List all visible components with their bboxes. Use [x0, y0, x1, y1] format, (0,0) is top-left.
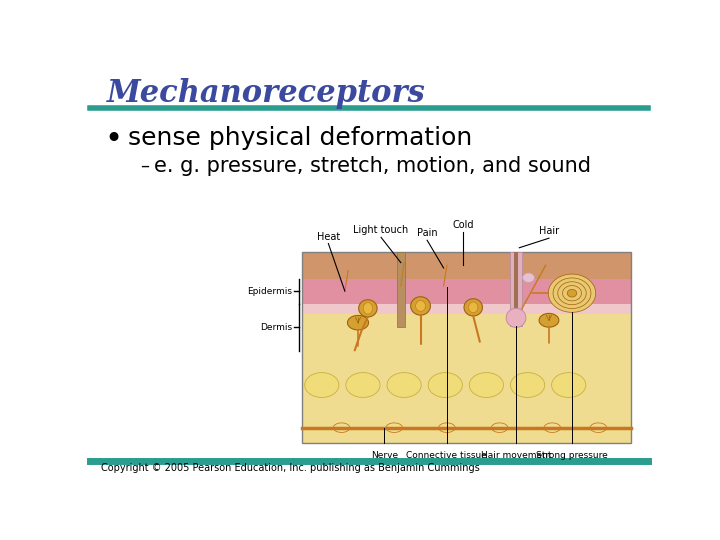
- Text: Nerve: Nerve: [371, 451, 398, 460]
- Polygon shape: [562, 286, 582, 301]
- Bar: [302, 303, 631, 352]
- Polygon shape: [305, 373, 339, 397]
- Text: Dermis: Dermis: [261, 323, 292, 332]
- Polygon shape: [549, 274, 595, 312]
- Text: Hair movement: Hair movement: [481, 451, 552, 460]
- Polygon shape: [346, 373, 380, 397]
- Polygon shape: [428, 373, 462, 397]
- Polygon shape: [469, 373, 503, 397]
- Polygon shape: [523, 273, 534, 282]
- Bar: [302, 252, 631, 279]
- Text: Connective tissue: Connective tissue: [407, 451, 487, 460]
- Text: •: •: [104, 125, 122, 154]
- Polygon shape: [348, 315, 369, 330]
- Text: –: –: [140, 156, 149, 174]
- Bar: [397, 252, 405, 327]
- Text: sense physical deformation: sense physical deformation: [128, 126, 472, 150]
- Polygon shape: [415, 301, 426, 311]
- Text: Strong pressure: Strong pressure: [536, 451, 608, 460]
- Bar: [302, 252, 631, 279]
- Polygon shape: [506, 308, 526, 327]
- Bar: [514, 252, 518, 322]
- Polygon shape: [359, 300, 377, 317]
- Bar: [302, 279, 631, 303]
- Polygon shape: [364, 302, 372, 314]
- Text: Light touch: Light touch: [354, 225, 409, 235]
- Text: Cold: Cold: [453, 220, 474, 230]
- Text: Heat: Heat: [317, 232, 340, 241]
- Text: Hair: Hair: [539, 226, 559, 236]
- Polygon shape: [539, 313, 559, 327]
- Bar: [302, 314, 631, 443]
- Polygon shape: [558, 282, 586, 305]
- Bar: [510, 252, 522, 326]
- Text: Epidermis: Epidermis: [248, 287, 292, 295]
- Text: Pain: Pain: [417, 228, 438, 238]
- Text: Mechanoreceptors: Mechanoreceptors: [107, 78, 426, 109]
- Bar: [302, 252, 631, 443]
- Polygon shape: [387, 373, 421, 397]
- Polygon shape: [469, 302, 478, 313]
- Polygon shape: [552, 373, 586, 397]
- Polygon shape: [567, 289, 577, 297]
- Polygon shape: [464, 299, 482, 316]
- Polygon shape: [553, 278, 591, 308]
- Text: e. g. pressure, stretch, motion, and sound: e. g. pressure, stretch, motion, and sou…: [154, 156, 591, 176]
- Polygon shape: [510, 373, 544, 397]
- Polygon shape: [410, 297, 431, 315]
- Text: Copyright © 2005 Pearson Education, Inc. publishing as Benjamin Cummings: Copyright © 2005 Pearson Education, Inc.…: [101, 463, 480, 472]
